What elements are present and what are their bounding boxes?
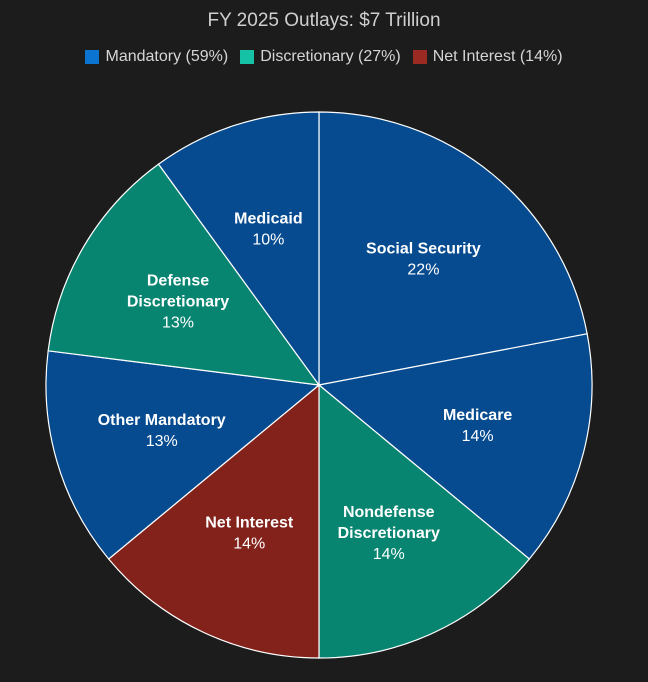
pie-slice-other-mandatory[interactable] [45,350,321,560]
slice-label-medicaid: Medicaid [234,211,302,228]
legend-swatch-discretionary [240,50,255,64]
slice-label-defense-discretionary: Defense [147,273,209,290]
pie-slice-medicaid[interactable] [157,111,320,387]
pie-slices [45,111,593,659]
legend-swatch-net-interest [412,50,427,64]
slice-label-net-interest: Net Interest [205,515,294,532]
slice-label-nondefense-discretionary: Discretionary [338,525,440,542]
slice-label-social-security: Social Security [366,240,481,257]
pie-slice-defense-discretionary[interactable] [47,163,321,386]
legend-item-discretionary[interactable]: Discretionary (27%) [240,48,401,66]
legend: Mandatory (59%) Discretionary (27%) Net … [0,48,648,66]
pie-slice-medicare[interactable] [317,333,593,560]
slice-value-nondefense-discretionary: 14% [373,546,405,563]
legend-item-net-interest[interactable]: Net Interest (14%) [412,48,563,66]
pie-labels: Social Security 22% Medicare 14% Nondefense D… [98,211,513,563]
chart-title: FY 2025 Outlays: $7 Trillion [207,10,441,31]
legend-swatch-mandatory [85,50,100,64]
slice-label-defense-discretionary: Discretionary [127,294,229,311]
pie-slice-net-interest[interactable] [107,383,320,659]
legend-label-net-interest: Net Interest (14%) [432,48,563,65]
slice-value-net-interest: 14% [233,536,265,553]
slice-value-other-mandatory: 13% [146,433,178,450]
slice-label-nondefense-discretionary: Nondefense [343,504,435,521]
pie-slice-social-security[interactable] [318,111,588,386]
legend-label-mandatory: Mandatory (59%) [105,48,229,65]
pie-slice-nondefense-discretionary[interactable] [318,383,531,659]
slice-label-other-mandatory: Other Mandatory [98,412,226,429]
slice-value-medicare: 14% [462,428,494,445]
legend-label-discretionary: Discretionary (27%) [260,48,401,65]
legend-item-mandatory[interactable]: Mandatory (59%) [85,48,228,66]
slice-value-defense-discretionary: 13% [162,315,194,332]
slice-value-medicaid: 10% [252,232,284,249]
slice-value-social-security: 22% [407,261,439,278]
slice-label-medicare: Medicare [443,407,512,424]
